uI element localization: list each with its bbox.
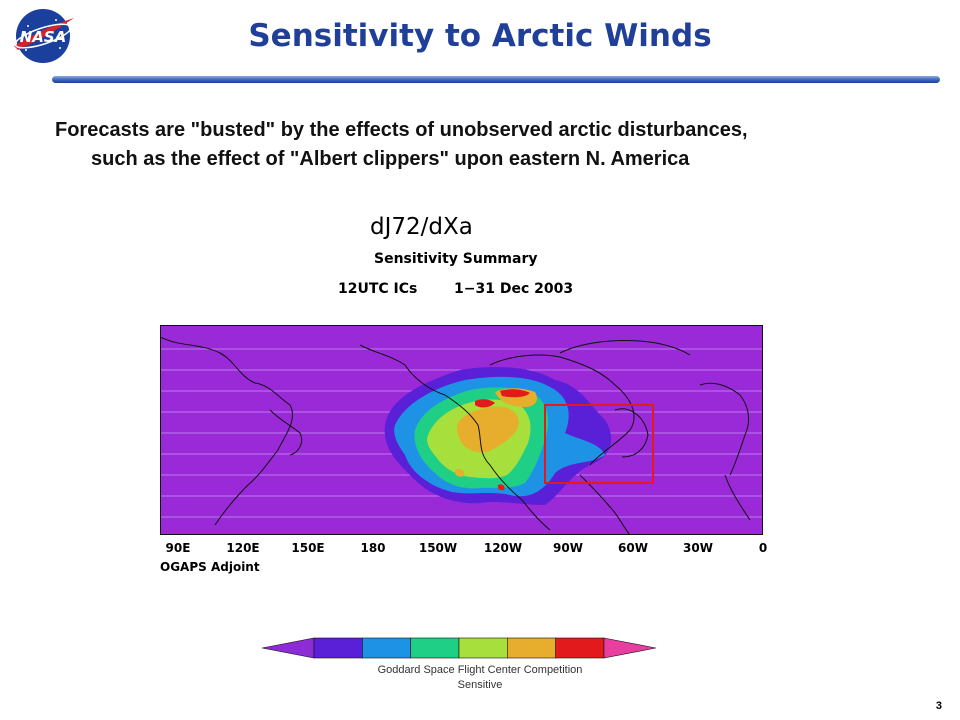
- footer-line-1: Goddard Space Flight Center Competition: [377, 664, 583, 676]
- colorbar-low-end: [262, 637, 315, 659]
- map-frame: [160, 325, 763, 535]
- map-coastlines: [160, 336, 751, 535]
- colorbar-segment: [507, 637, 556, 659]
- sensitivity-map: [160, 325, 763, 535]
- colorbar-segment: [555, 637, 605, 659]
- x-tick-label: 0: [758, 541, 768, 555]
- figure-ics-label: 12UTC ICs: [338, 281, 418, 297]
- x-tick-label: 90E: [165, 541, 191, 555]
- x-tick-label: 180: [360, 541, 386, 555]
- bullet-line-2: such as the effect of "Albert clippers" …: [91, 148, 690, 170]
- nasa-logo-text: NASA: [20, 28, 67, 46]
- page-number: 3: [935, 700, 942, 712]
- colorbar-segment: [410, 637, 460, 659]
- colorbar-segment: [458, 637, 508, 659]
- colorbar-high-end: [603, 637, 656, 659]
- figure-credit: OGAPS Adjoint: [160, 560, 260, 574]
- footer: Goddard Space Flight Center Competition …: [330, 663, 630, 693]
- x-tick-label: 150E: [291, 541, 325, 555]
- colorbar-segment: [313, 637, 363, 659]
- colorbar-segment: [362, 637, 411, 659]
- x-tick-label: 60W: [618, 541, 648, 555]
- x-tick-label: 120W: [483, 541, 523, 555]
- x-tick-label: 90W: [553, 541, 583, 555]
- figure-subtitle: Sensitivity Summary: [374, 251, 538, 267]
- target-region-box: [544, 404, 654, 484]
- bullet-text: Forecasts are "busted" by the effects of…: [55, 116, 935, 174]
- figure-title: dJ72/dXa: [370, 214, 473, 240]
- x-tick-label: 120E: [226, 541, 260, 555]
- x-tick-label: 30W: [683, 541, 713, 555]
- footer-line-2: Sensitive: [457, 679, 503, 691]
- figure-dates-label: 1−31 Dec 2003: [454, 281, 574, 297]
- title-divider: [52, 76, 940, 83]
- nasa-logo: NASA: [14, 9, 74, 63]
- colorbar: [262, 637, 656, 659]
- sensitivity-contours: [384, 367, 612, 505]
- x-tick-label: 150W: [418, 541, 458, 555]
- page-title: Sensitivity to Arctic Winds: [248, 18, 712, 54]
- bullet-line-1: Forecasts are "busted" by the effects of…: [55, 119, 748, 141]
